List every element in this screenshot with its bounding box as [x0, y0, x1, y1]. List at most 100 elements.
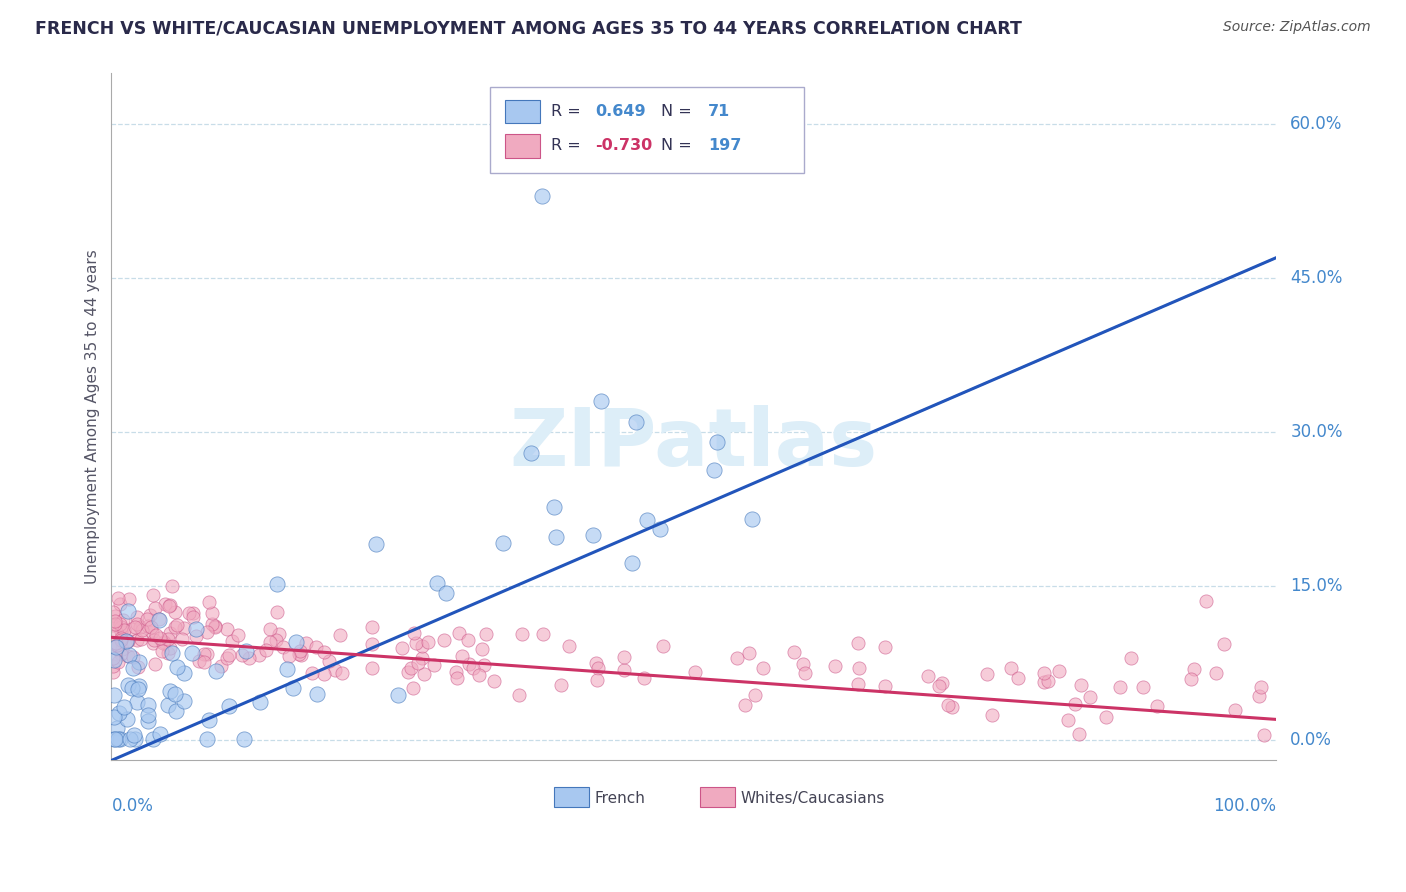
Point	[110, 620, 132, 634]
Point	[143, 633, 166, 648]
Point	[1033, 666, 1056, 681]
Point	[103, 653, 125, 667]
FancyBboxPatch shape	[505, 100, 540, 123]
Point	[111, 642, 134, 657]
Text: 45.0%: 45.0%	[1291, 269, 1343, 287]
Point	[107, 655, 129, 669]
Point	[531, 189, 554, 203]
Point	[120, 622, 142, 636]
Point	[1250, 680, 1272, 694]
Point	[142, 731, 165, 746]
Point	[1033, 675, 1056, 690]
Point	[159, 625, 181, 640]
Point	[181, 646, 204, 660]
Point	[153, 635, 176, 649]
FancyBboxPatch shape	[505, 134, 540, 158]
Point	[125, 610, 148, 624]
Point	[247, 648, 270, 663]
Text: 71: 71	[707, 104, 730, 119]
Point	[1109, 680, 1132, 694]
FancyBboxPatch shape	[700, 787, 734, 807]
Point	[1146, 699, 1168, 714]
Point	[166, 660, 188, 674]
Point	[426, 575, 449, 590]
Point	[544, 529, 567, 543]
Point	[846, 676, 869, 690]
Point	[136, 619, 159, 633]
Point	[360, 637, 382, 651]
Point	[136, 714, 159, 728]
Point	[101, 665, 124, 679]
Point	[531, 627, 554, 641]
Point	[408, 656, 430, 670]
Point	[588, 661, 610, 675]
Point	[652, 639, 675, 653]
Text: French: French	[595, 791, 645, 805]
Point	[184, 622, 207, 636]
Point	[105, 635, 128, 649]
Point	[492, 536, 515, 550]
Point	[141, 625, 163, 640]
Point	[846, 636, 869, 650]
Point	[938, 698, 960, 712]
Text: 60.0%: 60.0%	[1291, 115, 1343, 133]
Point	[165, 704, 187, 718]
Point	[1070, 678, 1092, 692]
Point	[558, 639, 581, 653]
Text: 15.0%: 15.0%	[1291, 577, 1343, 595]
Point	[875, 640, 897, 654]
Point	[107, 591, 129, 605]
Point	[508, 688, 530, 702]
Point	[980, 707, 1002, 722]
Text: 100.0%: 100.0%	[1213, 797, 1277, 814]
Point	[128, 679, 150, 693]
Point	[550, 678, 572, 692]
Point	[121, 661, 143, 675]
Point	[231, 648, 253, 663]
Point	[118, 731, 141, 746]
Point	[741, 512, 763, 526]
Point	[128, 620, 150, 634]
Point	[264, 632, 287, 647]
Point	[193, 647, 215, 661]
Point	[163, 605, 186, 619]
Point	[170, 632, 193, 646]
Point	[285, 635, 308, 649]
Point	[288, 644, 311, 658]
Point	[145, 628, 167, 642]
Point	[360, 620, 382, 634]
Point	[391, 641, 413, 656]
Point	[1182, 662, 1205, 676]
Point	[104, 609, 127, 624]
Point	[589, 394, 612, 409]
Point	[312, 667, 335, 681]
Point	[301, 665, 323, 680]
Point	[218, 698, 240, 713]
Point	[104, 615, 127, 629]
Point	[235, 644, 257, 658]
Point	[463, 661, 485, 675]
Point	[259, 623, 281, 637]
Point	[405, 635, 427, 649]
Point	[413, 666, 436, 681]
Point	[824, 659, 846, 673]
Point	[510, 627, 533, 641]
Point	[110, 617, 132, 632]
Point	[238, 651, 260, 665]
Point	[163, 619, 186, 633]
Point	[396, 665, 419, 679]
Point	[173, 665, 195, 680]
Point	[101, 658, 124, 673]
Point	[471, 642, 494, 657]
Point	[165, 688, 187, 702]
Point	[917, 669, 939, 683]
Point	[150, 644, 173, 658]
Point	[159, 641, 181, 656]
Point	[177, 607, 200, 621]
Point	[101, 605, 124, 619]
Point	[141, 620, 163, 634]
Point	[104, 731, 127, 746]
Point	[330, 666, 353, 681]
Point	[129, 632, 152, 647]
Point	[111, 613, 134, 627]
